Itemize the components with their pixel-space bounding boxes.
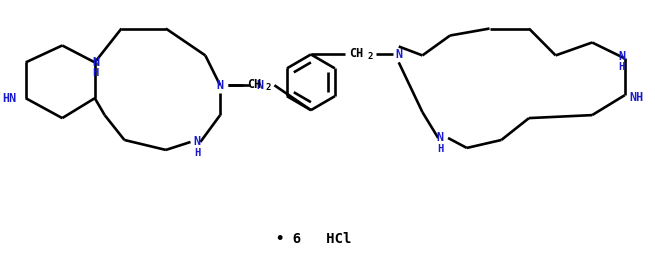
Text: H: H <box>437 144 443 154</box>
Text: H: H <box>618 62 625 72</box>
Text: N: N <box>437 132 443 144</box>
Text: • 6   HCl: • 6 HCl <box>276 233 352 247</box>
Text: CH: CH <box>248 78 262 91</box>
Text: N: N <box>92 56 100 69</box>
Text: N: N <box>395 48 402 61</box>
Text: N: N <box>194 135 201 149</box>
Text: HN: HN <box>3 92 17 105</box>
Text: 2: 2 <box>266 83 271 92</box>
Text: H: H <box>195 148 200 158</box>
Text: N: N <box>256 79 263 92</box>
Text: 2: 2 <box>367 52 373 61</box>
Text: N: N <box>618 50 626 63</box>
Text: H: H <box>92 68 99 78</box>
Text: NH: NH <box>629 91 644 104</box>
Text: CH: CH <box>349 47 364 60</box>
Text: N: N <box>217 79 224 92</box>
